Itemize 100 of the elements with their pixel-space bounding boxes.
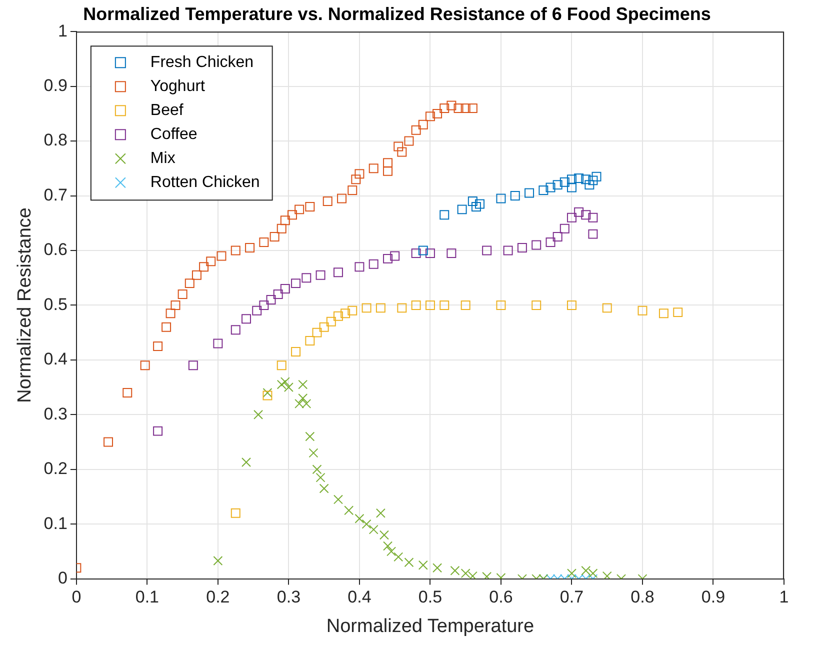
- point: [242, 314, 251, 324]
- point: [532, 240, 542, 250]
- point: [418, 560, 428, 570]
- point: [312, 464, 322, 474]
- point: [252, 306, 262, 316]
- point: [276, 380, 286, 390]
- point: [440, 300, 450, 310]
- point: [418, 246, 428, 256]
- point: [184, 278, 194, 288]
- point: [280, 216, 290, 226]
- y-tick-label: 0: [58, 568, 68, 588]
- point: [294, 398, 304, 408]
- point: [566, 300, 576, 310]
- point: [319, 322, 329, 332]
- point: [368, 259, 378, 269]
- point: [566, 568, 576, 578]
- point: [383, 254, 393, 264]
- point: [524, 188, 534, 198]
- x-tick-label: 0.8: [630, 588, 654, 607]
- point: [404, 136, 414, 146]
- point: [188, 360, 198, 370]
- point: [394, 142, 404, 152]
- point: [305, 202, 315, 212]
- point: [394, 552, 404, 562]
- point: [273, 290, 283, 299]
- point: [411, 125, 421, 135]
- x-tick-label: 0.2: [206, 588, 230, 607]
- point: [425, 112, 435, 122]
- y-tick-label: 0.1: [44, 514, 68, 533]
- point: [291, 278, 301, 288]
- point: [199, 262, 209, 272]
- point: [566, 182, 576, 192]
- point: [425, 300, 435, 310]
- y-axis-title: Normalized Resistance: [14, 208, 36, 403]
- point: [446, 100, 456, 110]
- point: [517, 243, 527, 252]
- point: [471, 202, 481, 212]
- point: [312, 328, 322, 338]
- x-tick-label: 0.6: [489, 588, 513, 607]
- point: [362, 303, 372, 313]
- point: [397, 147, 407, 157]
- point: [379, 530, 389, 540]
- point: [270, 232, 280, 242]
- x-tick-label: 1: [779, 588, 789, 607]
- point: [475, 199, 484, 209]
- point: [496, 194, 506, 204]
- point: [333, 311, 343, 321]
- point: [291, 346, 301, 356]
- point: [581, 210, 591, 220]
- point: [376, 303, 386, 313]
- y-tick-label: 0.5: [44, 294, 68, 314]
- point: [245, 243, 255, 252]
- legend-label: Rotten Chicken: [150, 174, 260, 192]
- point: [104, 437, 114, 447]
- x-tick-label: 0.1: [135, 588, 160, 607]
- point: [496, 300, 506, 310]
- point: [560, 177, 570, 187]
- point: [266, 294, 276, 304]
- point: [546, 238, 556, 248]
- point: [348, 186, 358, 196]
- point: [460, 103, 470, 113]
- point: [305, 336, 315, 346]
- point: [298, 393, 308, 403]
- point: [280, 284, 290, 294]
- point: [460, 568, 470, 578]
- legend-label: Fresh Chicken: [150, 54, 254, 72]
- point: [560, 224, 570, 234]
- point: [503, 246, 513, 256]
- point: [316, 270, 326, 280]
- point: [276, 224, 286, 234]
- point: [354, 262, 364, 272]
- point: [322, 196, 332, 206]
- point: [602, 571, 612, 579]
- point: [354, 169, 364, 179]
- point: [354, 514, 364, 524]
- x-tick-label: 0.3: [276, 588, 301, 607]
- point: [581, 566, 591, 576]
- point: [588, 176, 598, 186]
- point: [368, 524, 378, 534]
- point: [213, 338, 223, 348]
- y-tick-label: 0.3: [44, 404, 68, 424]
- point: [588, 229, 598, 239]
- point: [280, 377, 290, 387]
- point: [552, 180, 562, 190]
- point: [460, 300, 470, 310]
- point: [351, 174, 361, 184]
- point: [122, 388, 132, 398]
- point: [344, 506, 354, 516]
- point: [206, 256, 216, 266]
- point: [482, 572, 492, 579]
- point: [638, 306, 648, 316]
- point: [566, 174, 576, 184]
- point: [432, 108, 442, 118]
- y-tick-label: 0.2: [44, 459, 68, 478]
- point: [242, 458, 251, 467]
- point: [532, 300, 542, 310]
- point: [588, 212, 598, 222]
- point: [510, 191, 520, 201]
- point: [383, 158, 393, 168]
- point: [397, 303, 407, 313]
